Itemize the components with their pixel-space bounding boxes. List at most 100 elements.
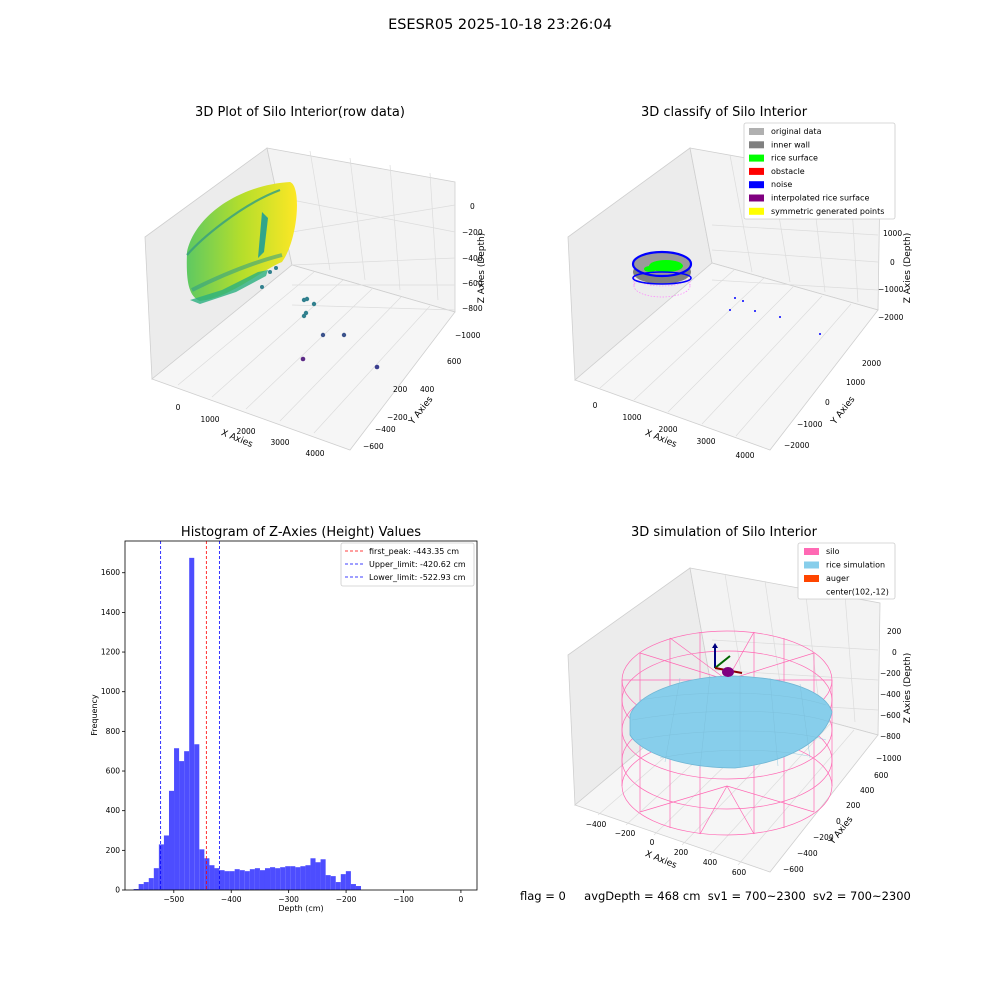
silo-classified-points	[631, 250, 693, 298]
histogram-bar	[300, 866, 306, 890]
z-tick-label: −2000	[878, 313, 904, 322]
y-tick-label: 400	[860, 786, 875, 795]
z-axis-label: Z Axies (Depth)	[903, 653, 913, 724]
legend-swatch	[749, 141, 764, 149]
x-tick-label: −400	[586, 820, 607, 829]
y-tick-label: −400	[797, 849, 818, 858]
x-tick-label: −400	[221, 895, 242, 904]
x-tick-label: 2000	[236, 427, 255, 436]
x-tick-label: 400	[703, 858, 718, 867]
axes-frame	[124, 540, 478, 891]
histogram-bar	[148, 878, 154, 890]
panel-raw-data: 0 1000 2000 3000 4000 600 400 200 −200 −…	[144, 105, 487, 458]
histogram-bar	[254, 868, 260, 890]
x-tick-label: −200	[615, 829, 636, 838]
legend-label: first_peak: -443.35 cm	[369, 547, 459, 556]
y-axis-label: Frequency	[90, 694, 99, 736]
z-tick-label: −600	[462, 279, 483, 288]
histogram-bar	[214, 868, 220, 890]
histogram-bar	[330, 876, 336, 890]
x-tick-label: −200	[336, 895, 357, 904]
x-tick-label: 3000	[270, 438, 289, 447]
legend-label: rice surface	[771, 154, 818, 163]
z-tick-label: 1000	[883, 229, 902, 238]
histogram-bar	[224, 871, 230, 890]
y-tick-label: 200	[846, 801, 861, 810]
flag-value: flag = 0	[520, 889, 566, 903]
histogram-bar	[315, 862, 321, 890]
y-tick-label: −200	[387, 413, 408, 422]
histogram-bar	[219, 870, 225, 890]
histogram-bar	[163, 835, 169, 890]
x-tick-label: 0	[593, 401, 598, 410]
y-tick-label: 2000	[862, 359, 881, 368]
y-tick-label: 1200	[101, 648, 120, 657]
z-tick-label: 200	[887, 627, 902, 636]
legend-swatch	[749, 194, 764, 202]
histogram-bar	[249, 869, 255, 890]
z-axis-label: Z Axies (Depth)	[903, 233, 913, 304]
x-tick-label: 1000	[622, 413, 641, 422]
legend-label: Lower_limit: -522.93 cm	[369, 573, 466, 582]
panel-classify: 0 1000 2000 3000 4000 2000 1000 0 −1000 …	[567, 105, 913, 460]
x-tick-label: 200	[674, 848, 689, 857]
sv2-value: sv2 = 700~2300	[812, 889, 911, 903]
z-tick-label: −200	[462, 228, 483, 237]
y-tick-label: 400	[106, 806, 121, 815]
x-tick-label: 4000	[305, 449, 324, 458]
legend-swatch	[749, 207, 764, 215]
legend: first_peak: -443.35 cm Upper_limit: -420.…	[340, 542, 475, 587]
histogram-bar	[143, 882, 149, 890]
x-tick-label: 1000	[200, 415, 219, 424]
legend-label: interpolated rice surface	[771, 194, 869, 203]
histogram-bar	[275, 868, 281, 890]
z-tick-label: −400	[462, 254, 483, 263]
x-tick-label: 0	[459, 895, 464, 904]
histogram-bar	[174, 748, 180, 890]
x-tick-label: 0	[176, 403, 181, 412]
legend: silo rice simulation auger center(102,-12)	[797, 542, 896, 600]
legend-label: original data	[771, 127, 822, 136]
histogram-bar	[209, 865, 215, 890]
y-tick-label: 1000	[846, 378, 865, 387]
y-tick-label: 600	[874, 771, 889, 780]
legend-label: Upper_limit: -420.62 cm	[369, 560, 466, 569]
legend-label: inner wall	[771, 140, 810, 149]
y-tick-label: 0	[115, 886, 120, 895]
figure-suptitle: ESESR05 2025-10-18 23:26:04	[388, 17, 612, 33]
histogram-bar	[295, 867, 301, 890]
z-tick-label: 0	[890, 258, 895, 267]
y-tick-label: 0	[836, 817, 841, 826]
x-axis-label: Depth (cm)	[278, 904, 323, 913]
legend-label: auger	[826, 574, 850, 583]
auger-marker	[712, 643, 743, 677]
y-tick-label: 400	[420, 385, 435, 394]
histogram-bar	[280, 867, 286, 890]
z-tick-label: 0	[892, 648, 897, 657]
histogram-bar	[264, 868, 271, 890]
histogram-bar	[350, 884, 356, 890]
legend-swatch	[804, 575, 819, 582]
y-tick-label: −2000	[784, 441, 810, 450]
z-tick-label: −1000	[455, 331, 481, 340]
histogram-bar	[239, 870, 245, 890]
legend-swatch	[749, 128, 764, 135]
y-tick-label: 200	[393, 385, 408, 394]
chart-title: 3D simulation of Silo Interior	[631, 525, 818, 540]
z-tick-label: −200	[880, 669, 901, 678]
histogram-bar	[285, 866, 291, 890]
y-tick-label: 1000	[101, 687, 120, 696]
histogram-bar	[310, 858, 316, 890]
histogram-bar	[234, 869, 240, 890]
grid-lines	[177, 150, 456, 434]
histogram-bar	[290, 866, 296, 890]
z-axis-label: Z Axies (Depth)	[477, 233, 487, 304]
histogram-bar	[179, 761, 185, 890]
histogram-plot: −500 −400 −300 −200 −100 0 0 200 400 600 800 1000 12…	[101, 541, 464, 904]
histogram-bar	[335, 882, 341, 890]
z-tick-label: −800	[462, 304, 483, 313]
legend-label: silo	[826, 547, 840, 556]
y-axis-label: Y Axies	[827, 815, 856, 848]
z-tick-label: −400	[880, 690, 901, 699]
histogram-bar	[244, 871, 250, 890]
